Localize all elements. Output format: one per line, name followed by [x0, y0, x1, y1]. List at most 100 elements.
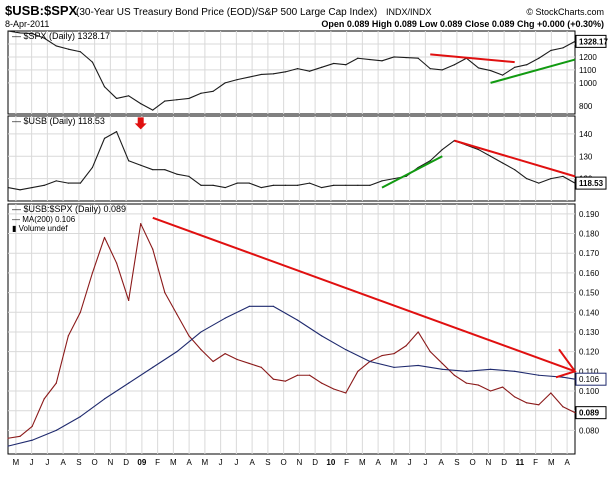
usb-data-point	[91, 166, 94, 169]
usb-data-point	[176, 173, 178, 175]
usb-frame	[7, 115, 576, 202]
x-tick-label: O	[92, 458, 98, 467]
ratio-data-point	[562, 376, 564, 378]
ratio-tick-label: 0.140	[579, 308, 600, 317]
spx-data-point	[296, 68, 299, 70]
ratio-data-point	[393, 366, 395, 368]
ratio-data-point	[31, 439, 33, 441]
x-tick-label: J	[423, 458, 427, 467]
usb-data-point	[429, 160, 431, 162]
chart-description: (30-Year US Treasury Bond Price (EOD)/S&…	[76, 7, 377, 18]
usb-data-point	[79, 182, 81, 184]
spx-data-point	[79, 51, 81, 53]
ratio-ma-value: 0.106	[579, 375, 600, 384]
ratio-ma-value-box	[575, 372, 607, 386]
x-tick-label: F	[155, 458, 160, 467]
usb-data-point	[333, 184, 335, 186]
usb-tick-label: 130	[579, 152, 593, 161]
usb-data-point	[43, 184, 45, 186]
ratio-data-point	[345, 349, 347, 351]
x-tick-label: J	[30, 458, 34, 467]
ratio-data-point	[538, 374, 540, 376]
spx-tick-label: 1100	[579, 66, 597, 75]
ratio-tick-label: 0.190	[579, 210, 600, 219]
ratio-data-point	[514, 370, 516, 372]
ratio-data-point	[200, 349, 202, 351]
ratio-data-point	[526, 402, 528, 404]
spx-data-point	[538, 57, 540, 59]
chart-exchange: INDX/INDX	[386, 7, 432, 17]
ratio-legend: — $USB:$SPX (Daily) 0.089	[12, 204, 126, 214]
ratio-last-value-box	[575, 406, 607, 420]
usb-data-point	[489, 155, 492, 157]
usb-data-point	[357, 184, 359, 186]
spx-data-point	[489, 69, 492, 72]
ratio-data-point	[562, 406, 564, 408]
ratio-data-point	[441, 368, 443, 370]
ratio-data-point	[393, 353, 395, 355]
x-tick-label: A	[60, 458, 66, 467]
x-tick-label: N	[296, 458, 302, 467]
ratio-data-point	[67, 335, 69, 337]
ratio-data-point	[19, 435, 21, 437]
usb-data-point	[164, 169, 166, 171]
usb-data-point	[477, 148, 480, 151]
ratio-data-point	[550, 392, 552, 394]
ratio-data-point	[357, 370, 359, 372]
spx-data-point	[550, 49, 552, 52]
spx-data-point	[417, 57, 419, 59]
spx-data-point	[526, 64, 528, 66]
usb-data-point	[369, 184, 371, 186]
spx-data-point	[260, 73, 262, 76]
ratio-tick-label: 0.160	[579, 269, 600, 278]
chart-watermark: © StockCharts.com	[526, 7, 604, 17]
ratio-data-point	[441, 362, 443, 365]
usb-data-point	[7, 186, 9, 189]
ratio-data-point	[429, 351, 431, 353]
x-tick-label: D	[123, 458, 129, 467]
ratio-data-point	[164, 291, 166, 294]
usb-trendline-green	[381, 155, 443, 189]
ratio-data-point	[465, 370, 468, 372]
spx-data-point	[188, 97, 190, 100]
ratio-last-value: 0.089	[579, 409, 600, 418]
ratio-data-point	[514, 396, 516, 398]
ratio-trendline-red	[152, 216, 576, 373]
spx-data-point	[345, 64, 347, 66]
usb-tick-label: 140	[579, 130, 593, 139]
usb-trendline-red	[454, 139, 576, 178]
usb-data-point	[248, 182, 250, 184]
ratio-data-point	[31, 425, 33, 428]
usb-data-point	[212, 184, 214, 186]
usb-data-point	[152, 169, 154, 171]
spx-data-point	[31, 32, 33, 35]
ratio-data-point	[272, 378, 275, 380]
spx-data-point	[514, 66, 516, 68]
spx-legend: — $SPX (Daily) 1328.17	[12, 31, 110, 41]
ratio-ma-legend: — MA(200) 0.106	[12, 215, 76, 224]
x-tick-label: S	[265, 458, 270, 467]
usb-data-point	[284, 184, 287, 186]
x-tick-label: J	[45, 458, 49, 467]
spx-data-point	[393, 56, 395, 58]
x-tick-label: N	[107, 458, 113, 467]
spx-data-point	[236, 79, 238, 81]
spx-data-point	[308, 70, 311, 72]
ratio-data-point	[128, 382, 130, 384]
usb-data-point	[140, 164, 142, 166]
ratio-data-point	[574, 412, 576, 414]
x-tick-label: 10	[326, 458, 335, 467]
ratio-data-point	[574, 378, 576, 380]
spx-last-value: 1328.17	[579, 37, 608, 46]
spx-trendline-red	[430, 53, 515, 64]
x-tick-label: J	[408, 458, 412, 467]
ratio-tick-label: 0.170	[579, 249, 600, 258]
ratio-data-point	[115, 262, 118, 264]
spx-data-point	[248, 76, 250, 78]
usb-series-line	[7, 131, 576, 191]
spx-data-point	[405, 56, 407, 59]
spx-data-point	[128, 95, 130, 97]
spx-data-point	[477, 67, 480, 69]
